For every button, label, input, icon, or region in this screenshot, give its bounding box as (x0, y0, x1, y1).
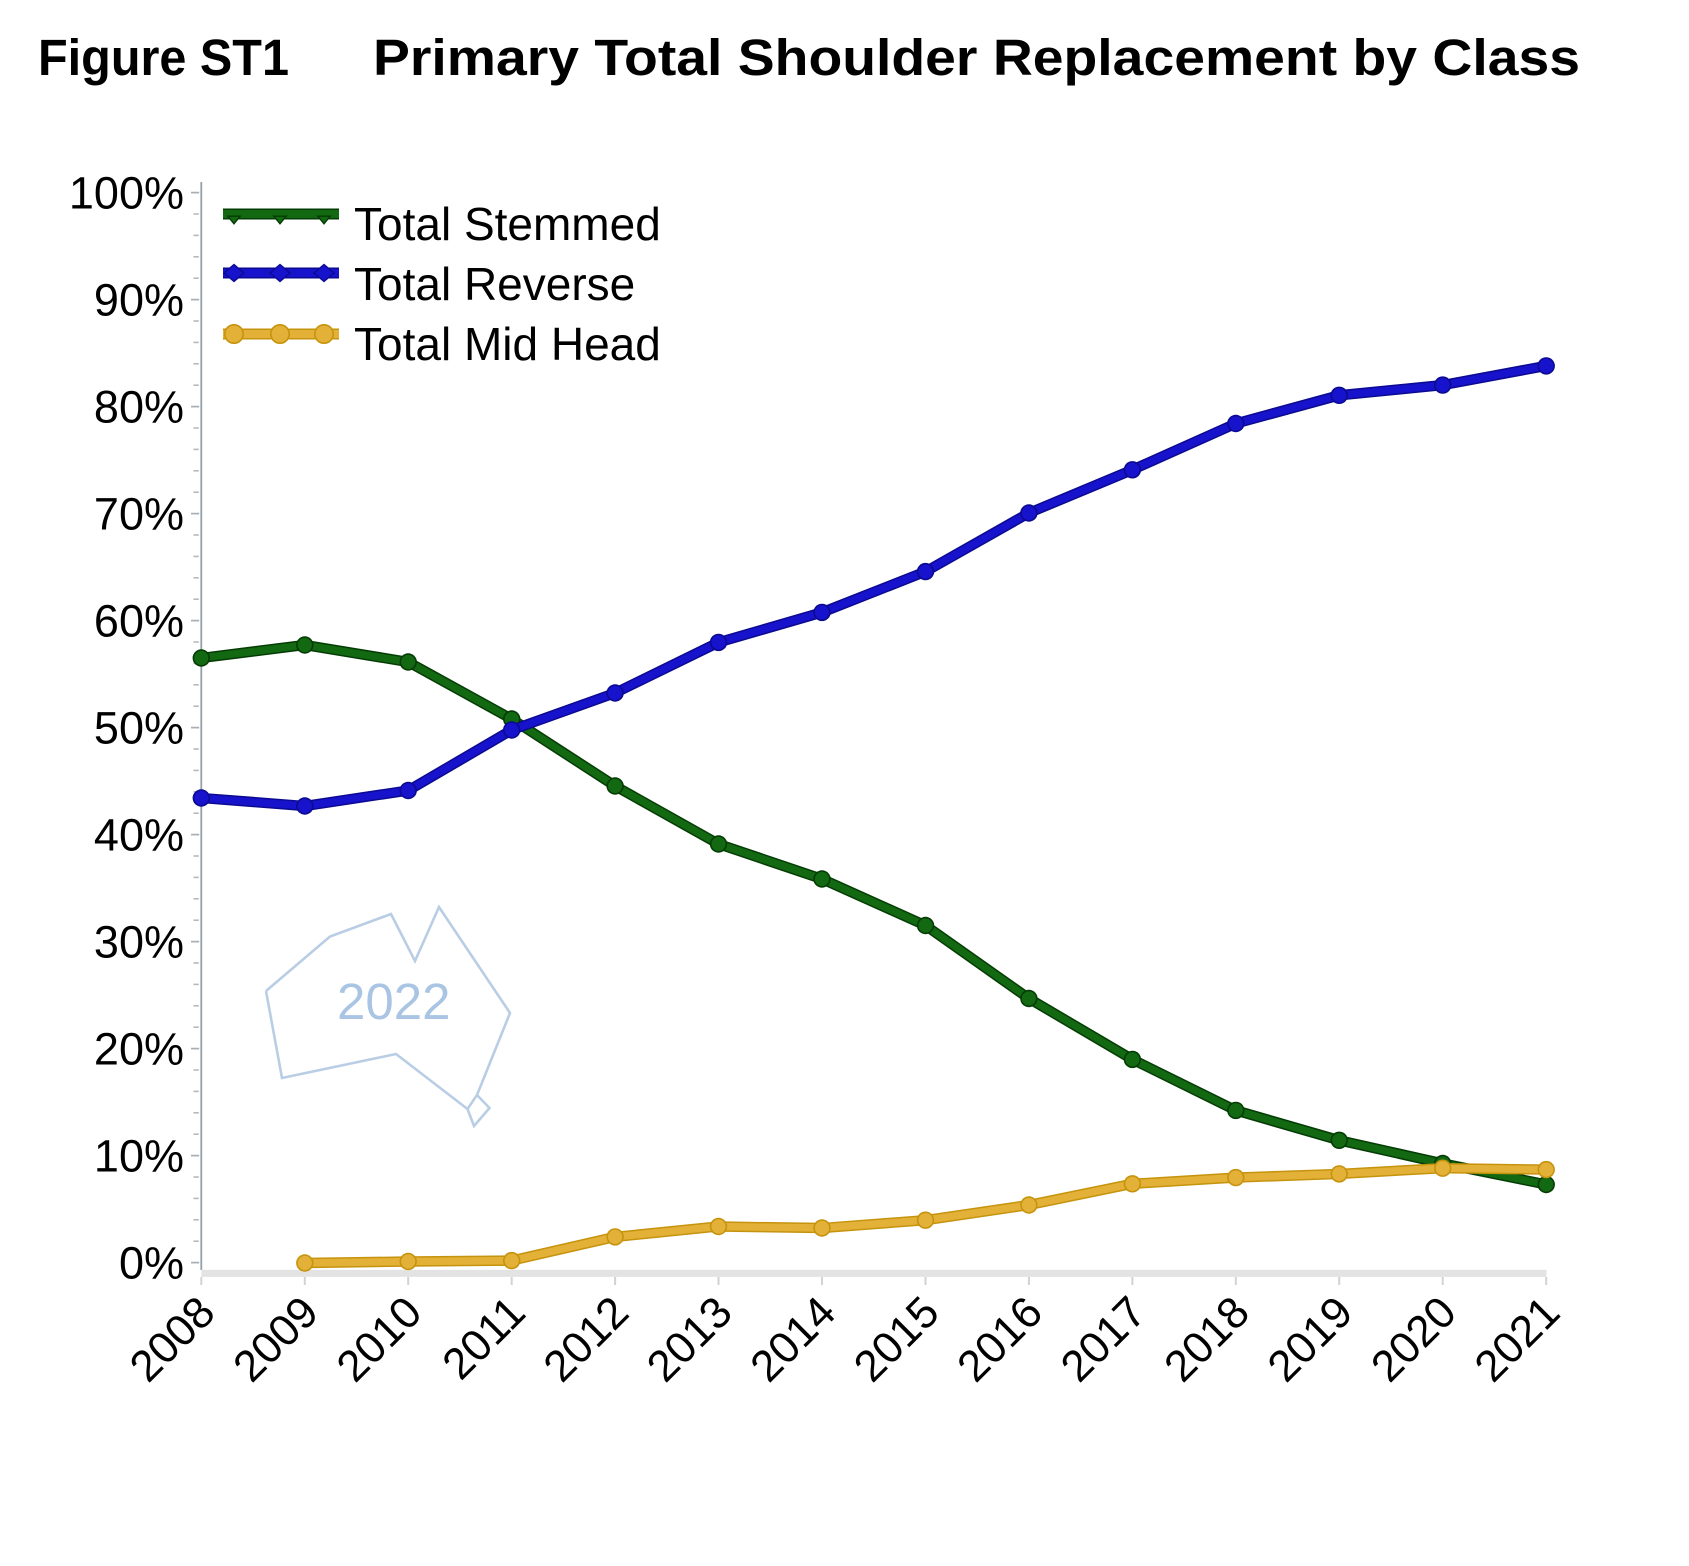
svg-text:100%: 100% (69, 168, 184, 219)
svg-text:40%: 40% (94, 810, 184, 861)
svg-text:0%: 0% (119, 1238, 184, 1289)
svg-text:50%: 50% (94, 703, 184, 754)
svg-text:Total Mid Head: Total Mid Head (354, 318, 661, 370)
svg-text:70%: 70% (94, 489, 184, 540)
svg-text:10%: 10% (94, 1131, 184, 1182)
svg-text:Total Stemmed: Total Stemmed (354, 198, 661, 250)
svg-text:30%: 30% (94, 917, 184, 968)
svg-text:Total Reverse: Total Reverse (354, 258, 635, 310)
svg-text:2022: 2022 (337, 973, 450, 1030)
svg-text:80%: 80% (94, 382, 184, 433)
svg-text:Primary Total Shoulder Replace: Primary Total Shoulder Replacement by Cl… (373, 29, 1580, 86)
svg-text:60%: 60% (94, 596, 184, 647)
svg-text:Figure ST1: Figure ST1 (38, 29, 289, 86)
svg-text:20%: 20% (94, 1024, 184, 1075)
svg-text:90%: 90% (94, 275, 184, 326)
